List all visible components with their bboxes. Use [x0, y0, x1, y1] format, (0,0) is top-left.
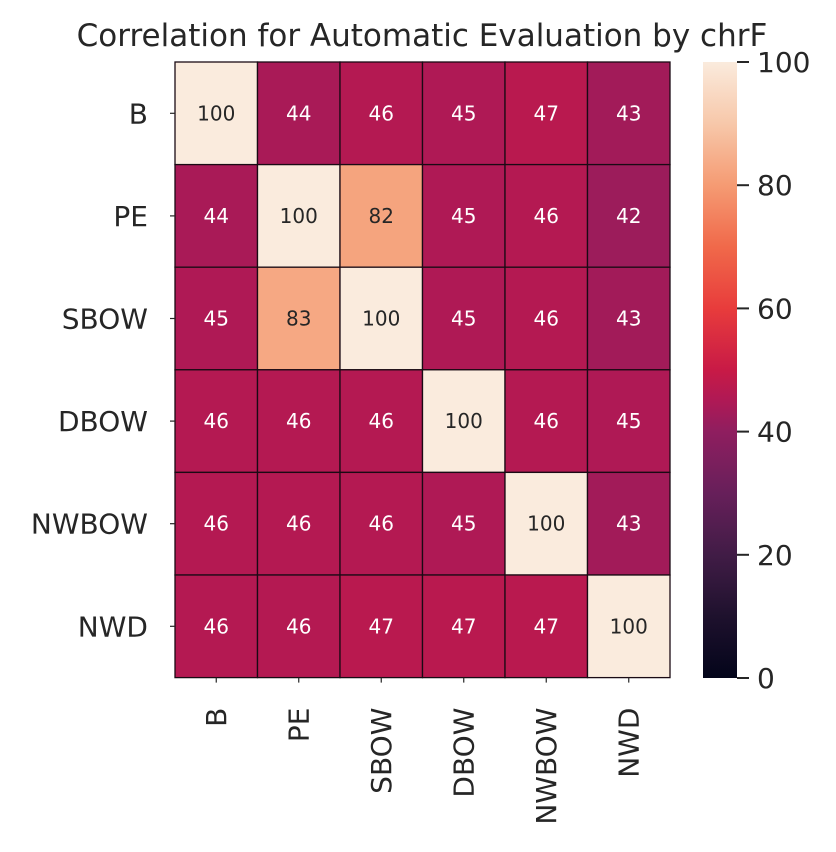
cell-annotation: 44: [204, 204, 229, 228]
cell-annotation: 45: [451, 307, 476, 331]
x-tick-label: NWD: [613, 708, 646, 778]
cell-annotation: 100: [362, 307, 400, 331]
heatmap-cell-dbow-sbow: [339, 369, 424, 474]
cell-annotation: 100: [527, 512, 565, 536]
cell-annotation: 45: [616, 409, 641, 433]
y-tick-label: B: [129, 97, 148, 130]
cell-annotation: 47: [451, 614, 476, 638]
colorbar-tick-label: 80: [757, 169, 793, 202]
cell-annotation: 45: [451, 204, 476, 228]
heatmap-cell-b-nwd: [586, 61, 671, 166]
cell-annotation: 44: [286, 101, 311, 125]
x-tick-label: PE: [283, 708, 316, 743]
cell-annotation: 42: [616, 204, 641, 228]
heatmap-cells: [174, 61, 671, 679]
cell-annotation: 100: [610, 614, 648, 638]
cell-annotation: 82: [369, 204, 394, 228]
heatmap-cell-sbow-dbow: [421, 266, 506, 371]
x-tick-label: NWBOW: [530, 708, 563, 825]
y-tick-label: PE: [113, 200, 148, 233]
cell-annotation: 46: [369, 512, 394, 536]
heatmap-cell-dbow-dbow: [421, 369, 506, 474]
cell-annotation: 43: [616, 307, 641, 331]
x-tick-labels: B PE SBOW DBOW NWBOW NWD: [200, 677, 646, 825]
cell-annotation: 47: [369, 614, 394, 638]
cell-annotation: 43: [616, 101, 641, 125]
heatmap-cell-nwbow-b: [174, 471, 259, 576]
heatmap-cell-nwd-nwd: [586, 574, 671, 679]
colorbar-ticks: 0 20 40 60 80 100: [737, 46, 810, 695]
cell-annotation: 47: [534, 101, 559, 125]
cell-annotation: 45: [451, 101, 476, 125]
colorbar: 0 20 40 60 80 100: [703, 46, 810, 695]
x-tick-label: B: [200, 708, 233, 727]
heatmap-cell-nwbow-sbow: [339, 471, 424, 576]
heatmap-cell-b-pe: [256, 61, 341, 166]
colorbar-tick-label: 20: [757, 539, 793, 572]
heatmap-cell-dbow-pe: [256, 369, 341, 474]
heatmap-cell-nwd-nwbow: [504, 574, 589, 679]
cell-annotation: 46: [534, 204, 559, 228]
heatmap-cell-dbow-b: [174, 369, 259, 474]
cell-annotation: 43: [616, 512, 641, 536]
heatmap-annotations: 100 44 46 45 47 43 44 100 82 45 46 42 45 83 100 45 46 43 4…: [197, 101, 648, 638]
y-tick-label: NWBOW: [31, 508, 148, 541]
cell-annotation: 46: [204, 409, 229, 433]
cell-annotation: 46: [369, 409, 394, 433]
heatmap-cell-sbow-nwbow: [504, 266, 589, 371]
cell-annotation: 46: [204, 512, 229, 536]
heatmap-cell-b-sbow: [339, 61, 424, 166]
cell-annotation: 46: [286, 512, 311, 536]
cell-annotation: 46: [534, 409, 559, 433]
y-tick-label: SBOW: [62, 303, 148, 336]
cell-annotation: 46: [286, 614, 311, 638]
cell-annotation: 45: [451, 512, 476, 536]
heatmap-cell-nwbow-dbow: [421, 471, 506, 576]
cell-annotation: 46: [204, 614, 229, 638]
cell-annotation: 45: [204, 307, 229, 331]
heatmap-cell-nwbow-nwd: [586, 471, 671, 576]
heatmap-cell-dbow-nwd: [586, 369, 671, 474]
cell-annotation: 100: [280, 204, 318, 228]
cell-annotation: 46: [286, 409, 311, 433]
x-tick-label: DBOW: [448, 708, 481, 798]
heatmap-cell-b-b: [174, 61, 259, 166]
heatmap-cell-pe-dbow: [421, 163, 506, 268]
cell-annotation: 47: [534, 614, 559, 638]
heatmap-cell-nwd-b: [174, 574, 259, 679]
heatmap-cell-sbow-pe: [256, 266, 341, 371]
heatmap-cell-nwbow-nwbow: [504, 471, 589, 576]
heatmap-cell-b-dbow: [421, 61, 506, 166]
y-tick-label: DBOW: [58, 405, 148, 438]
colorbar-tick-label: 100: [757, 46, 810, 79]
cell-annotation: 46: [534, 307, 559, 331]
heatmap-cell-dbow-nwbow: [504, 369, 589, 474]
colorbar-gradient: [703, 62, 737, 678]
chart-title: Correlation for Automatic Evaluation by …: [77, 18, 768, 54]
x-tick-label: SBOW: [365, 708, 398, 794]
colorbar-tick-label: 40: [757, 416, 793, 449]
cell-annotation: 100: [445, 409, 483, 433]
cell-annotation: 100: [197, 101, 235, 125]
cell-annotation: 83: [286, 307, 311, 331]
y-tick-label: NWD: [78, 610, 148, 643]
heatmap-cell-pe-pe: [256, 163, 341, 268]
cell-annotation: 46: [369, 101, 394, 125]
colorbar-tick-label: 0: [757, 662, 775, 695]
heatmap-cell-pe-nwd: [586, 163, 671, 268]
colorbar-tick-label: 60: [757, 292, 793, 325]
heatmap-cell-sbow-nwd: [586, 266, 671, 371]
y-tick-labels: B PE SBOW DBOW NWBOW NWD: [31, 97, 175, 643]
